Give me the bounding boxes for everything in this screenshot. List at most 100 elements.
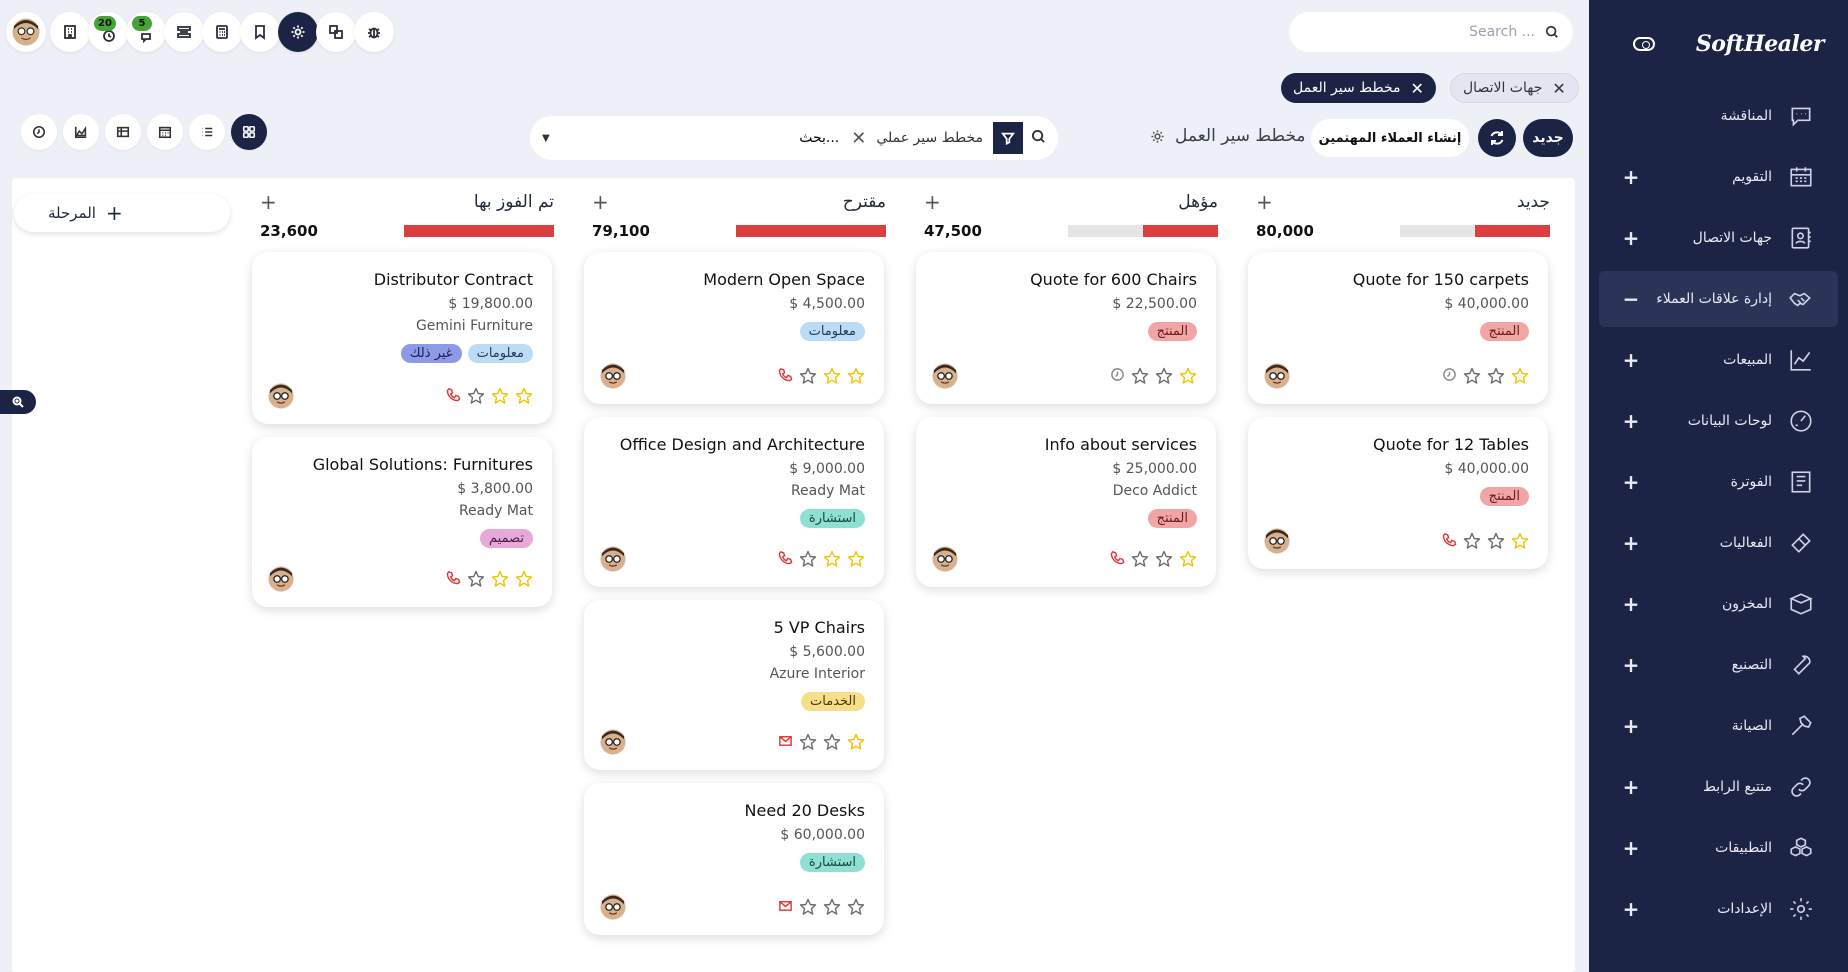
calculator-button[interactable] (202, 12, 242, 52)
deal-card[interactable]: Need 20 Desks $ 60,000.00 استشارة (584, 783, 884, 935)
sidebar-item[interactable]: الفوترة + (1599, 454, 1838, 510)
kanban-view-button[interactable] (231, 114, 267, 150)
search-icon[interactable] (1031, 129, 1046, 148)
translate-button[interactable] (316, 12, 356, 52)
add-stage-button[interactable]: + المرحلة (14, 194, 230, 232)
star-empty-icon[interactable] (799, 550, 817, 568)
sidebar-toggle-icon[interactable] (1633, 37, 1655, 51)
bookmark-button[interactable] (240, 12, 280, 52)
deal-card[interactable]: Office Design and Architecture $ 9,000.00… (584, 417, 884, 587)
star-empty-icon[interactable] (847, 898, 865, 916)
star-empty-icon[interactable] (1131, 367, 1149, 385)
star-filled-icon[interactable] (1511, 532, 1529, 550)
deal-card[interactable]: 5 VP Chairs $ 5,600.00 Azure Interior الخدم… (584, 600, 884, 770)
add-card-icon[interactable]: + (260, 190, 277, 214)
assignee-avatar[interactable] (600, 363, 626, 389)
mail-icon[interactable] (778, 898, 793, 917)
expand-icon[interactable]: + (1622, 409, 1640, 433)
tab-pipeline[interactable]: مخطط سير العمل ✕ (1281, 73, 1436, 103)
expand-icon[interactable]: + (1622, 775, 1640, 799)
expand-icon[interactable]: + (1622, 897, 1640, 921)
debug-button[interactable] (354, 12, 394, 52)
deal-card[interactable]: Quote for 12 Tables $ 40,000.00 المنتج (1248, 417, 1548, 569)
sidebar-item[interactable]: التطبيقات + (1599, 820, 1838, 876)
search-input[interactable] (549, 130, 840, 146)
graph-view-button[interactable] (63, 114, 99, 150)
expand-icon[interactable]: + (1622, 348, 1640, 372)
deal-card[interactable]: Modern Open Space $ 4,500.00 معلومات (584, 252, 884, 404)
sidebar-item[interactable]: المخزون + (1599, 576, 1838, 632)
search-facet[interactable]: مخطط سير عملي ✕ (851, 128, 983, 149)
deal-card[interactable]: Distributor Contract $ 19,800.00 Gemini Fu… (252, 252, 552, 424)
remove-facet-icon[interactable]: ✕ (851, 127, 867, 149)
phone-icon[interactable] (446, 387, 461, 406)
star-filled-icon[interactable] (515, 570, 533, 588)
settings-button[interactable] (278, 12, 318, 52)
clock-icon[interactable] (1442, 367, 1457, 386)
dropdown-toggle-icon[interactable]: ▼ (542, 132, 550, 144)
star-empty-icon[interactable] (1463, 367, 1481, 385)
sidebar-item[interactable]: الفعاليات + (1599, 515, 1838, 571)
star-empty-icon[interactable] (467, 570, 485, 588)
building-button[interactable] (50, 12, 90, 52)
list-view-button[interactable] (189, 114, 225, 150)
mail-icon[interactable] (778, 733, 793, 752)
close-icon[interactable]: ✕ (1552, 78, 1566, 98)
global-search[interactable] (1289, 12, 1573, 52)
star-filled-icon[interactable] (515, 387, 533, 405)
deal-card[interactable]: Quote for 150 carpets $ 40,000.00 المنتج (1248, 252, 1548, 404)
deal-card[interactable]: Quote for 600 Chairs $ 22,500.00 المنتج (916, 252, 1216, 404)
assignee-avatar[interactable] (1264, 528, 1290, 554)
generate-leads-button[interactable]: إنشاء العملاء المهتمين (1311, 119, 1469, 157)
assignee-avatar[interactable] (600, 546, 626, 572)
star-empty-icon[interactable] (1155, 367, 1173, 385)
activity-button[interactable]: 20 (88, 12, 128, 52)
user-avatar[interactable] (6, 12, 46, 52)
star-filled-icon[interactable] (491, 570, 509, 588)
add-card-icon[interactable]: + (1256, 190, 1273, 214)
sidebar-item[interactable]: الصيانة + (1599, 698, 1838, 754)
star-empty-icon[interactable] (799, 367, 817, 385)
star-empty-icon[interactable] (467, 387, 485, 405)
activity-view-button[interactable] (21, 114, 57, 150)
star-empty-icon[interactable] (799, 733, 817, 751)
phone-icon[interactable] (446, 570, 461, 589)
phone-icon[interactable] (1110, 550, 1125, 569)
add-card-icon[interactable]: + (592, 190, 609, 214)
expand-icon[interactable]: + (1622, 714, 1640, 738)
sidebar-item[interactable]: إدارة علاقات العملاء − (1599, 271, 1838, 327)
list-button[interactable] (164, 12, 204, 52)
sidebar-item[interactable]: متتبع الرابط + (1599, 759, 1838, 815)
pivot-view-button[interactable] (105, 114, 141, 150)
assignee-avatar[interactable] (268, 566, 294, 592)
star-filled-icon[interactable] (1511, 367, 1529, 385)
deal-card[interactable]: Global Solutions: Furnitures $ 3,800.00 Re… (252, 437, 552, 607)
sidebar-item[interactable]: التقويم + (1599, 149, 1838, 205)
phone-icon[interactable] (1442, 532, 1457, 551)
sidebar-item[interactable]: المناقشة (1599, 88, 1838, 144)
close-icon[interactable]: ✕ (1410, 78, 1424, 98)
star-empty-icon[interactable] (823, 898, 841, 916)
assignee-avatar[interactable] (932, 363, 958, 389)
global-search-input[interactable] (1303, 24, 1535, 40)
expand-icon[interactable]: + (1622, 165, 1640, 189)
calendar-view-button[interactable] (147, 114, 183, 150)
filter-facet-icon[interactable] (993, 122, 1023, 154)
star-empty-icon[interactable] (1155, 550, 1173, 568)
messages-button[interactable]: 5 (126, 12, 166, 52)
star-empty-icon[interactable] (1487, 367, 1505, 385)
star-empty-icon[interactable] (799, 898, 817, 916)
expand-icon[interactable]: + (1622, 836, 1640, 860)
sidebar-item[interactable]: الإعدادات + (1599, 881, 1838, 937)
expand-icon[interactable]: + (1622, 653, 1640, 677)
clock-icon[interactable] (1110, 367, 1125, 386)
assignee-avatar[interactable] (268, 383, 294, 409)
star-filled-icon[interactable] (823, 550, 841, 568)
gear-icon[interactable] (1150, 129, 1165, 144)
sidebar-item[interactable]: جهات الاتصال + (1599, 210, 1838, 266)
star-filled-icon[interactable] (847, 550, 865, 568)
tab-contacts[interactable]: جهات الاتصال ✕ (1450, 73, 1579, 103)
sidebar-item[interactable]: التصنيع + (1599, 637, 1838, 693)
star-empty-icon[interactable] (1131, 550, 1149, 568)
expand-icon[interactable]: + (1622, 470, 1640, 494)
